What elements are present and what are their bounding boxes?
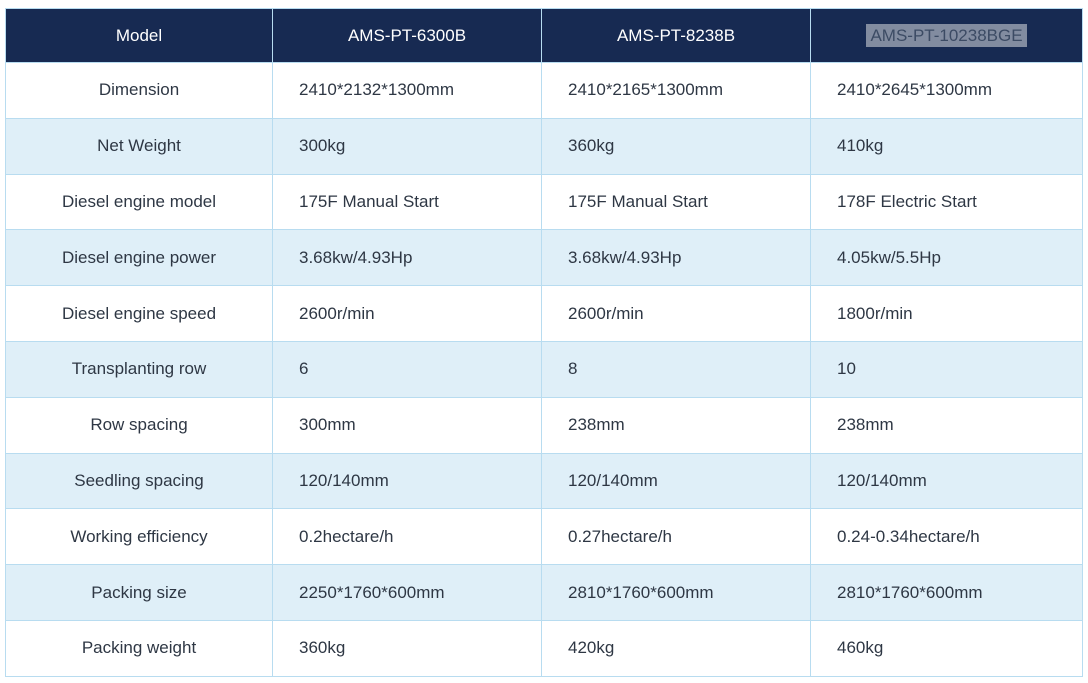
row-label: Packing weight: [5, 619, 273, 677]
table-row: Net Weight 300kg 360kg 410kg: [5, 117, 1083, 175]
cell-value: 238mm: [810, 396, 1083, 454]
cell-value: 2810*1760*600mm: [810, 564, 1083, 621]
cell-value: 120/140mm: [810, 452, 1083, 510]
cell-value: 8: [541, 340, 811, 398]
cell-value: 4.05kw/5.5Hp: [810, 229, 1083, 287]
cell-value: 178F Electric Start: [810, 173, 1083, 231]
cell-value: 2250*1760*600mm: [272, 564, 542, 621]
cell-value: 2410*2165*1300mm: [541, 62, 811, 119]
cell-value: 0.2hectare/h: [272, 508, 542, 566]
table-row: Working efficiency 0.2hectare/h 0.27hectar…: [5, 508, 1083, 566]
cell-value: 238mm: [541, 396, 811, 454]
header-model-2: AMS-PT-8238B: [541, 8, 811, 63]
cell-value: 6: [272, 340, 542, 398]
header-model-3: AMS-PT-10238BGE: [810, 8, 1083, 63]
cell-value: 175F Manual Start: [541, 173, 811, 231]
cell-value: 10: [810, 340, 1083, 398]
table-row: Diesel engine speed 2600r/min 2600r/min 180…: [5, 285, 1083, 342]
model-3-name-selected-text: AMS-PT-10238BGE: [866, 23, 1027, 47]
cell-value: 3.68kw/4.93Hp: [541, 229, 811, 287]
table-row: Packing size 2250*1760*600mm 2810*1760*600…: [5, 564, 1083, 621]
row-label: Working efficiency: [5, 508, 273, 566]
table-row: Packing weight 360kg 420kg 460kg: [5, 619, 1083, 677]
cell-value: 2600r/min: [541, 285, 811, 342]
cell-value: 3.68kw/4.93Hp: [272, 229, 542, 287]
cell-value: 360kg: [272, 619, 542, 677]
row-label: Net Weight: [5, 117, 273, 175]
cell-value: 120/140mm: [272, 452, 542, 510]
table-row: Diesel engine model 175F Manual Start 175F…: [5, 173, 1083, 231]
cell-value: 300mm: [272, 396, 542, 454]
cell-value: 2410*2645*1300mm: [810, 62, 1083, 119]
header-model-1: AMS-PT-6300B: [272, 8, 542, 63]
cell-value: 410kg: [810, 117, 1083, 175]
row-label: Diesel engine speed: [5, 285, 273, 342]
cell-value: 0.27hectare/h: [541, 508, 811, 566]
cell-value: 2600r/min: [272, 285, 542, 342]
table-row: Transplanting row 6 8 10: [5, 340, 1083, 398]
table-header-row: Model AMS-PT-6300B AMS-PT-8238B AMS-PT-1…: [5, 8, 1083, 63]
row-label: Packing size: [5, 564, 273, 621]
cell-value: 2410*2132*1300mm: [272, 62, 542, 119]
cell-value: 0.24-0.34hectare/h: [810, 508, 1083, 566]
row-label: Dimension: [5, 62, 273, 119]
cell-value: 360kg: [541, 117, 811, 175]
table-row: Dimension 2410*2132*1300mm 2410*2165*1300m…: [5, 62, 1083, 119]
model-1-name: AMS-PT-6300B: [347, 25, 467, 45]
cell-value: 420kg: [541, 619, 811, 677]
header-model-label: Model: [5, 8, 273, 63]
cell-value: 2810*1760*600mm: [541, 564, 811, 621]
row-label: Diesel engine power: [5, 229, 273, 287]
spec-table-body: Dimension 2410*2132*1300mm 2410*2165*1300m…: [5, 62, 1083, 677]
spec-table: Model AMS-PT-6300B AMS-PT-8238B AMS-PT-1…: [5, 8, 1083, 677]
table-row: Row spacing 300mm 238mm 238mm: [5, 396, 1083, 454]
cell-value: 460kg: [810, 619, 1083, 677]
cell-value: 120/140mm: [541, 452, 811, 510]
cell-value: 1800r/min: [810, 285, 1083, 342]
model-2-name: AMS-PT-8238B: [616, 25, 736, 45]
row-label: Diesel engine model: [5, 173, 273, 231]
table-row: Seedling spacing 120/140mm 120/140mm 120/14…: [5, 452, 1083, 510]
table-row: Diesel engine power 3.68kw/4.93Hp 3.68kw/4…: [5, 229, 1083, 287]
cell-value: 175F Manual Start: [272, 173, 542, 231]
row-label: Row spacing: [5, 396, 273, 454]
cell-value: 300kg: [272, 117, 542, 175]
row-label: Transplanting row: [5, 340, 273, 398]
row-label: Seedling spacing: [5, 452, 273, 510]
